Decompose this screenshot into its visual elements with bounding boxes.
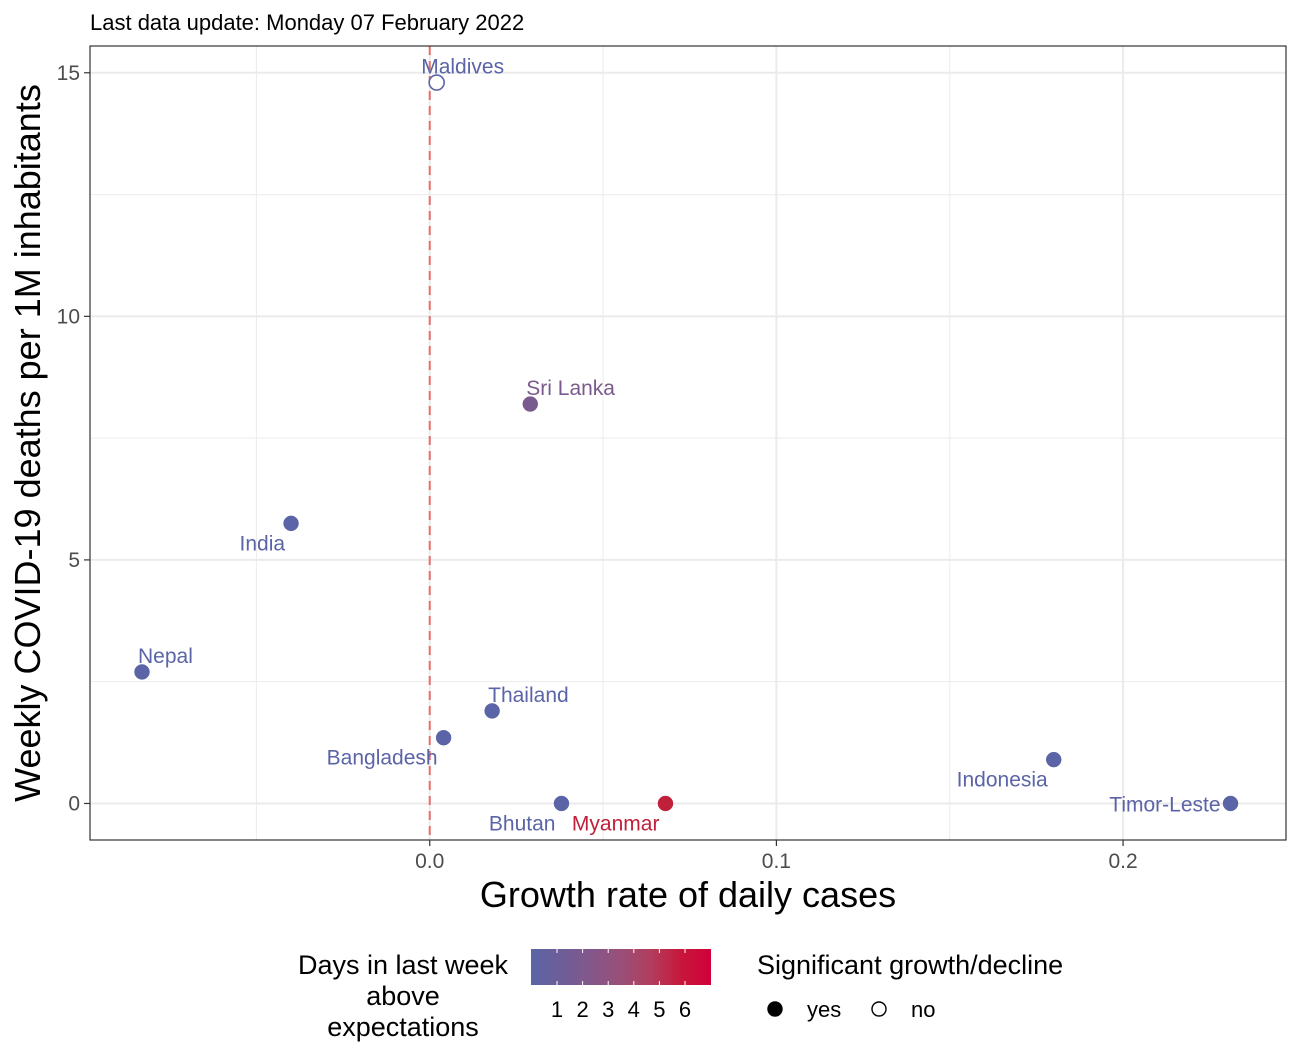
shape-legend-label-no: no bbox=[911, 997, 935, 1022]
x-tick-label: 0.2 bbox=[1108, 850, 1137, 873]
color-legend-title-line-3: expectations bbox=[327, 1012, 479, 1042]
point-label-sri-lanka: Sri Lanka bbox=[526, 377, 615, 400]
y-tick-label: 15 bbox=[57, 62, 80, 85]
y-tick-label: 10 bbox=[57, 305, 80, 328]
data-point-thailand bbox=[484, 703, 500, 719]
color-legend-title-line-1: Days in last week bbox=[298, 950, 509, 980]
point-labels: Maldives Sri Lanka India Nepal Thailand Bangl… bbox=[138, 56, 1221, 836]
point-label-bhutan: Bhutan bbox=[489, 812, 556, 835]
shape-legend-label-yes: yes bbox=[807, 997, 841, 1022]
point-label-timor-leste: Timor-Leste bbox=[1109, 793, 1220, 816]
color-legend-label: 5 bbox=[653, 997, 665, 1022]
point-label-india: India bbox=[240, 532, 286, 555]
color-legend-label: 3 bbox=[602, 997, 614, 1022]
data-points bbox=[134, 74, 1239, 812]
shape-legend-symbol-no bbox=[871, 1001, 887, 1017]
chart-subtitle: Last data update: Monday 07 February 202… bbox=[90, 10, 524, 35]
panel-border bbox=[89, 45, 1287, 841]
color-legend-label: 6 bbox=[679, 997, 691, 1022]
data-point-maldives bbox=[428, 74, 445, 91]
data-point-india bbox=[283, 515, 299, 532]
point-label-indonesia: Indonesia bbox=[957, 769, 1048, 792]
shape-legend-items: yes no bbox=[767, 997, 935, 1022]
data-point-timor-leste bbox=[1222, 795, 1239, 812]
color-legend-label: 2 bbox=[576, 997, 588, 1022]
shape-legend-symbol-yes bbox=[767, 1001, 783, 1017]
axis-ticks: 0.0 0.1 0.2 0 5 10 15 bbox=[57, 62, 1138, 873]
point-label-myanmar: Myanmar bbox=[572, 812, 660, 835]
point-label-maldives: Maldives bbox=[421, 56, 504, 79]
data-point-bhutan bbox=[553, 795, 570, 812]
data-point-nepal bbox=[134, 664, 150, 680]
shape-legend-title: Significant growth/decline bbox=[757, 950, 1063, 980]
y-axis-title: Weekly COVID-19 deaths per 1M inhabitant… bbox=[7, 84, 48, 802]
y-tick-label: 0 bbox=[68, 792, 80, 815]
grid bbox=[90, 46, 1286, 840]
point-label-thailand: Thailand bbox=[488, 684, 569, 707]
data-point-sri-lanka bbox=[522, 396, 539, 412]
data-point-indonesia bbox=[1045, 751, 1062, 768]
x-tick-label: 0.0 bbox=[415, 850, 444, 873]
x-axis-title: Growth rate of daily cases bbox=[480, 874, 896, 915]
color-legend-label: 1 bbox=[551, 997, 563, 1022]
color-legend-label: 4 bbox=[628, 997, 640, 1022]
data-point-bangladesh bbox=[435, 729, 452, 746]
shape-legend: Significant growth/decline yes no bbox=[757, 950, 1063, 1022]
data-point-myanmar bbox=[657, 795, 674, 812]
color-legend-bar bbox=[531, 949, 711, 985]
point-label-bangladesh: Bangladesh bbox=[327, 747, 438, 770]
color-legend-title-line-2: above bbox=[366, 981, 440, 1011]
point-label-nepal: Nepal bbox=[138, 645, 193, 668]
y-tick-label: 5 bbox=[68, 549, 80, 572]
x-tick-label: 0.1 bbox=[762, 850, 791, 873]
